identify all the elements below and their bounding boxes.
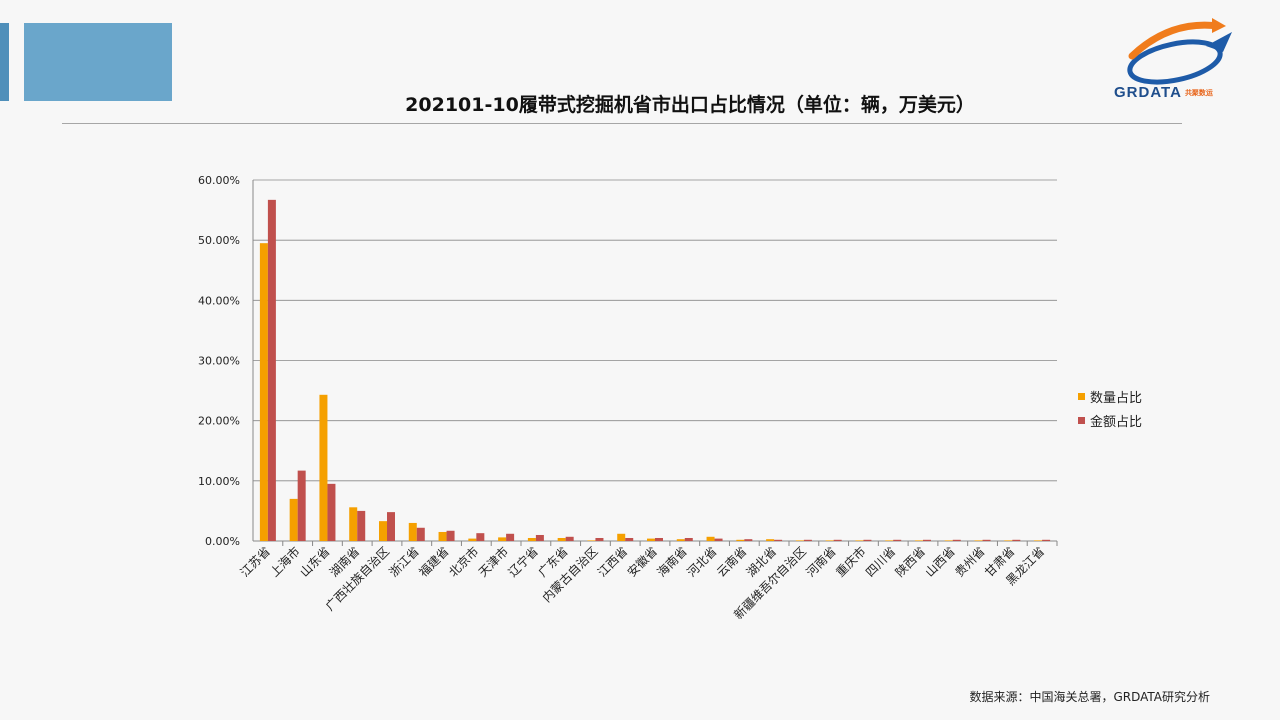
bar-amount [416,527,425,541]
bar-amount [684,537,693,541]
bar-quantity [289,498,298,541]
bar-amount [297,470,306,541]
bar-amount [982,539,991,541]
x-tick-label: 山东省 [297,544,332,579]
x-tick-label: 贵州省 [952,544,987,579]
title-divider [62,123,1182,124]
x-tick-label: 河南省 [803,544,839,580]
bar-amount [446,530,455,541]
bar-amount [595,537,604,541]
bar-amount [744,539,753,541]
bar-amount [923,539,931,541]
bar-quantity [259,243,268,542]
chart-legend: 数量占比 金额占比 [1078,384,1142,432]
logo-subtitle: 共聚数运 [1184,90,1213,98]
x-tick-label: 福建省 [416,544,452,580]
bar-quantity [379,521,387,541]
grdata-logo-icon [1127,18,1232,85]
bar-quantity [795,540,804,541]
bar-quantity [944,540,953,541]
bar-quantity [766,539,775,541]
bar-quantity [1004,540,1013,541]
y-tick-label: 20.00% [198,415,240,428]
page-title: 202101-10履带式挖掘机省市出口占比情况（单位：辆，万美元） [405,94,975,116]
x-tick-label: 江西省 [595,544,630,579]
legend-label-quantity: 数量占比 [1090,390,1143,406]
x-tick-label: 安徽省 [624,544,660,580]
bar-quantity [438,531,447,541]
bar-quantity [498,537,507,541]
y-tick-label: 30.00% [198,355,240,368]
logo-name: GRDATA [1114,84,1182,101]
bar-amount [893,539,902,541]
x-tick-label: 山西省 [923,544,958,579]
bar-quantity [557,537,566,541]
bar-quantity [825,540,834,541]
bar-amount [357,510,366,541]
legend-swatch-amount [1078,416,1085,424]
x-tick-label: 陕西省 [892,544,928,580]
bar-quantity [468,538,477,541]
bar-amount [267,199,276,542]
bar-quantity [885,540,894,541]
x-tick-label: 四川省 [863,544,898,579]
bar-quantity [408,522,417,541]
bar-quantity [587,540,596,541]
x-tick-label: 浙江省 [387,544,422,579]
bar-amount [863,539,872,541]
decorative-strip [0,23,9,101]
bar-amount [625,537,634,541]
bar-amount [833,539,842,541]
bar-amount [803,539,812,541]
bar-amount [327,483,336,541]
y-tick-label: 50.00% [198,234,240,247]
y-tick-label: 0.00% [205,535,240,548]
bar-quantity [915,540,923,541]
bar-quantity [349,507,358,541]
bar-quantity [647,538,655,541]
legend-swatch-quantity [1078,392,1085,400]
x-tick-label: 云南省 [713,544,749,580]
bar-quantity [617,533,626,541]
y-tick-label: 10.00% [198,475,240,488]
x-tick-label: 天津市 [475,544,511,580]
x-tick-label: 上海市 [267,544,303,580]
bar-quantity [855,540,864,541]
bar-quantity [706,536,715,541]
x-tick-label: 河北省 [684,544,719,579]
x-tick-label: 海南省 [654,544,690,580]
x-tick-label: 辽宁省 [505,544,541,580]
bar-quantity [1034,540,1043,541]
x-tick-label: 江苏省 [238,544,273,579]
bar-amount [952,539,961,541]
bar-amount [714,538,723,541]
logo-text: GRDATA 共聚数运 [1114,84,1213,101]
bar-amount [387,512,395,541]
bar-quantity [676,539,685,541]
bar-amount [655,537,663,541]
legend-item-quantity: 数量占比 [1078,384,1142,408]
bar-amount [565,536,574,541]
bar-amount [535,534,544,541]
x-tick-label: 重庆市 [832,544,868,580]
bar-amount [1012,539,1021,541]
y-tick-label: 40.00% [198,294,240,307]
data-source-note: 数据来源：中国海关总署，GRDATA研究分析 [969,690,1210,704]
legend-label-amount: 金额占比 [1090,414,1143,430]
bar-amount [506,533,515,541]
bar-quantity [974,540,983,541]
bar-quantity [736,539,745,541]
bar-quantity [527,537,536,541]
bar-amount [774,539,783,541]
legend-item-amount: 金额占比 [1078,408,1142,432]
bar-amount [1042,539,1051,541]
decorative-block [24,23,172,101]
bar-quantity [319,394,328,541]
bar-amount [476,533,485,541]
x-tick-label: 北京市 [445,544,481,580]
y-tick-label: 60.00% [198,174,240,187]
